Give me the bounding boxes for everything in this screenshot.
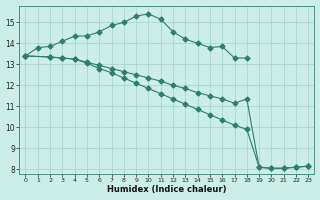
X-axis label: Humidex (Indice chaleur): Humidex (Indice chaleur): [107, 185, 227, 194]
